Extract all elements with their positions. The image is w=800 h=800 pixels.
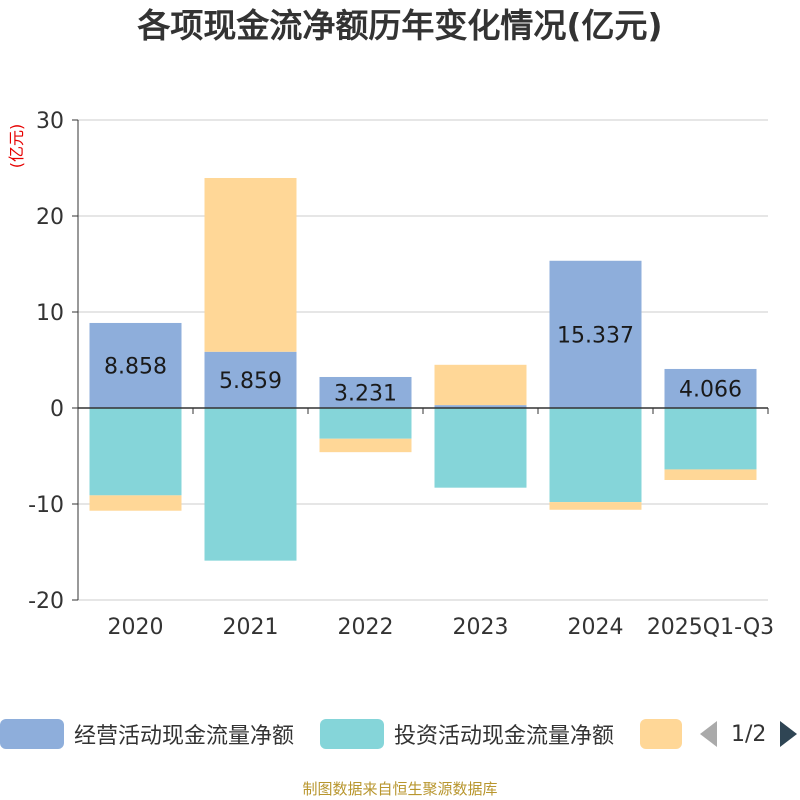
x-tick-label: 2021 (223, 615, 279, 640)
legend-swatch-financing (640, 719, 682, 749)
bar-investing-2024[interactable] (549, 408, 642, 503)
bar-operating-2022[interactable] (319, 376, 412, 408)
data-label: 15.337 (557, 323, 634, 348)
data-label: 5.859 (219, 369, 282, 394)
bar-operating-2021[interactable] (204, 351, 297, 408)
chart-title: 各项现金流净额历年变化情况(亿元) (137, 6, 663, 45)
legend-label-operating: 经营活动现金流量净额 (74, 724, 295, 749)
y-tick-label: 20 (36, 205, 64, 230)
bar-investing-2025Q1-Q3[interactable] (664, 408, 757, 470)
x-tick-label: 2022 (338, 615, 394, 640)
legend-swatch-operating (0, 719, 64, 749)
bar-financing-2024[interactable] (549, 502, 642, 510)
bar-financing-2023[interactable] (434, 364, 527, 406)
data-label: 8.858 (104, 354, 167, 379)
data-label: 4.066 (679, 377, 742, 402)
bar-operating-2025Q1-Q3[interactable] (664, 368, 757, 408)
legend-label-investing: 投资活动现金流量净额 (394, 724, 615, 749)
bar-marks (89, 177, 757, 561)
legend-pager: 1/2 (700, 712, 798, 756)
bar-investing-2022[interactable] (319, 408, 412, 439)
x-tick-label: 2024 (568, 615, 624, 640)
x-tick-label: 2020 (108, 615, 164, 640)
bar-investing-2021[interactable] (204, 408, 297, 561)
data-source-note: 制图数据来自恒生聚源数据库 (302, 780, 498, 798)
axes: 30 20 10 0 -10 -20 2020 2021 2022 2023 2024 2025Q1-… (28, 109, 774, 640)
bar-financing-2021[interactable] (204, 177, 297, 352)
y-tick-label: 30 (36, 109, 64, 134)
legend-item-financing[interactable] (640, 712, 682, 756)
legend-next-icon[interactable] (780, 721, 798, 747)
bar-operating-2020[interactable] (89, 322, 182, 408)
y-tick-label: 0 (50, 397, 64, 422)
legend-prev-icon[interactable] (700, 721, 717, 747)
legend-item-investing[interactable]: 投资活动现金流量净额 (320, 712, 614, 756)
data-label: 3.231 (334, 381, 397, 406)
legend: 经营活动现金流量净额 投资活动现金流量净额 1/2 (0, 712, 800, 756)
y-tick-label: -20 (28, 589, 64, 614)
bar-investing-2020[interactable] (89, 408, 182, 496)
bar-operating-2024[interactable] (549, 260, 642, 408)
x-tick-label: 2023 (453, 615, 509, 640)
x-tick-label: 2025Q1-Q3 (647, 615, 774, 640)
bar-operating-2023[interactable] (434, 405, 527, 408)
legend-item-operating[interactable]: 经营活动现金流量净额 (0, 712, 294, 756)
y-tick-label: 10 (36, 301, 64, 326)
gridlines (78, 119, 768, 601)
bar-investing-2023[interactable] (434, 408, 527, 488)
data-labels: 8.858 5.859 3.231 15.337 4.066 (104, 323, 742, 406)
bar-financing-2020[interactable] (89, 495, 182, 511)
y-tick-label: -10 (28, 493, 64, 518)
legend-page-indicator: 1/2 (731, 721, 767, 747)
bar-financing-2022[interactable] (319, 438, 412, 453)
y-axis-label: (亿元) (7, 124, 26, 169)
bar-financing-2025Q1-Q3[interactable] (664, 469, 757, 480)
legend-swatch-investing (320, 719, 384, 749)
